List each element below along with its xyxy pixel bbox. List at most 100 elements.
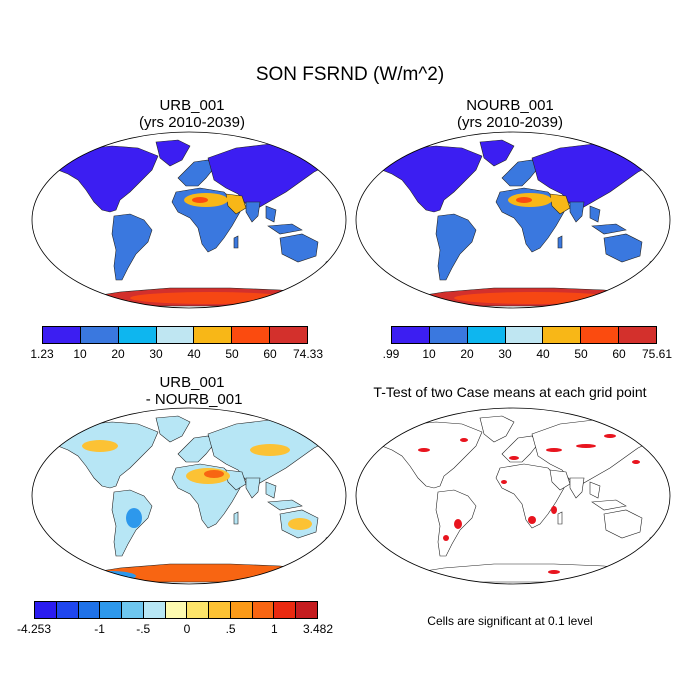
continent-australia [603, 233, 643, 263]
colorbar-tick-label: 40 [536, 347, 550, 361]
colorbar-nourb: .99 10 20 30 40 50 60 75.61 [383, 326, 672, 361]
continent-indonesia [591, 499, 627, 511]
colorbar-swatch [118, 327, 157, 343]
colorbar-tick-label: 60 [612, 347, 626, 361]
figure-title: SON FSRND (W/m^2) [255, 64, 445, 85]
colorbar-nourb-labels: .99 10 20 30 40 50 60 75.61 [383, 347, 672, 361]
colorbar-swatch [429, 327, 468, 343]
diff-sahara-hot [204, 470, 224, 478]
continent-seasia [589, 481, 601, 499]
colorbar-tick-label: 30 [149, 347, 163, 361]
colorbar-tick-label: .5 [225, 622, 236, 636]
colorbar-tick-label: -4.253 [16, 622, 52, 636]
continent-arabia [225, 469, 247, 491]
continent-greenland [155, 415, 191, 443]
colorbar-diff-swatches [34, 601, 318, 619]
colorbar-diff: -4.253 -1 -.5 0 .5 1 3.482 [17, 601, 333, 636]
continent-namerica [373, 145, 483, 213]
continent-arabia [549, 469, 571, 491]
panel-title-nourb-line1: NOURB_001 [466, 97, 554, 114]
panel-title-ttest: T-Test of two Case means at each grid po… [373, 384, 647, 400]
panel-title-nourb-line2: (yrs 2010-2039) [457, 114, 563, 131]
diff-australia-warm [288, 518, 312, 530]
antarctica-band [454, 292, 614, 304]
significant-cells [632, 460, 640, 464]
colorbar-swatch [56, 602, 79, 618]
continent-seasia [589, 205, 601, 223]
colorbar-tick-label: 0 [183, 622, 191, 636]
colorbar-swatch [392, 327, 430, 343]
colorbar-swatch [165, 602, 188, 618]
colorbar-tick-label: 20 [111, 347, 125, 361]
continent-madagascar [233, 511, 239, 525]
colorbar-tick-label: 50 [225, 347, 239, 361]
map-urb [31, 131, 347, 309]
significant-cells [604, 434, 616, 438]
panel-title-diff-line1: URB_001 [159, 374, 225, 391]
colorbar-tick-label: 1.23 [30, 347, 54, 361]
map-frame [31, 407, 347, 585]
colorbar-swatch [274, 602, 297, 618]
significant-cells [548, 570, 560, 574]
colorbar-swatch [156, 327, 195, 343]
panel-title-nourb: NOURB_001 (yrs 2010-2039) [354, 97, 666, 131]
panel-title-urb-line2: (yrs 2010-2039) [139, 114, 245, 131]
sahara-hot-patch [192, 197, 208, 203]
antarctica-band [130, 292, 290, 304]
colorbar-swatch [78, 602, 101, 618]
continent-australia [603, 509, 643, 539]
map-ttest [355, 407, 671, 585]
panel-title-diff-line2: - NOURB_001 [141, 391, 243, 408]
colorbar-tick-label: -1 [94, 622, 105, 636]
continent-indonesia [267, 223, 303, 235]
continent-indonesia [267, 499, 303, 511]
colorbar-tick-label: 1 [270, 622, 278, 636]
colorbar-tick-label: 75.61 [641, 347, 673, 361]
colorbar-tick-label: 60 [263, 347, 277, 361]
colorbar-tick-label: 30 [498, 347, 512, 361]
colorbar-swatch [543, 327, 582, 343]
colorbar-swatch [270, 327, 308, 343]
significant-cells [454, 519, 462, 529]
colorbar-tick-label: 74.33 [292, 347, 324, 361]
colorbar-swatch [100, 602, 123, 618]
continent-india [245, 477, 261, 499]
significant-cells [576, 444, 596, 448]
sahara-hot-patch [516, 197, 532, 203]
panel-title-urb-line1: URB_001 [159, 97, 225, 114]
continent-samerica [435, 213, 477, 281]
colorbar-urb: 1.23 10 20 30 40 50 60 74.33 [30, 326, 323, 361]
colorbar-nourb-swatches [391, 326, 657, 344]
significant-cells [443, 535, 449, 541]
land-layer [373, 139, 655, 307]
colorbar-tick-label: 10 [73, 347, 87, 361]
continent-samerica [111, 213, 153, 281]
continent-madagascar [557, 235, 563, 249]
continent-seasia [265, 481, 277, 499]
significant-cells [418, 448, 430, 452]
diff-antarctica-cold [84, 571, 136, 581]
colorbar-swatch [505, 327, 544, 343]
colorbar-swatch [296, 602, 317, 618]
map-diff [31, 407, 347, 585]
colorbar-urb-swatches [42, 326, 308, 344]
colorbar-swatch [143, 602, 166, 618]
significance-note: Cells are significant at 0.1 level [427, 614, 593, 628]
colorbar-swatch [232, 327, 271, 343]
continent-greenland [479, 415, 515, 443]
continent-arabia [225, 193, 247, 215]
map-frame [355, 407, 671, 585]
colorbar-swatch [230, 602, 253, 618]
colorbar-swatch [581, 327, 620, 343]
colorbar-tick-label: 50 [574, 347, 588, 361]
continent-seasia [265, 205, 277, 223]
panel-title-urb: URB_001 (yrs 2010-2039) [36, 97, 348, 131]
colorbar-tick-label: 40 [187, 347, 201, 361]
map-frame [31, 131, 347, 309]
continent-madagascar [557, 511, 563, 525]
colorbar-swatch [35, 602, 57, 618]
significant-cells [460, 438, 468, 442]
colorbar-tick-label: 3.482 [302, 622, 334, 636]
significant-cells [528, 516, 536, 524]
map-frame [355, 131, 671, 309]
